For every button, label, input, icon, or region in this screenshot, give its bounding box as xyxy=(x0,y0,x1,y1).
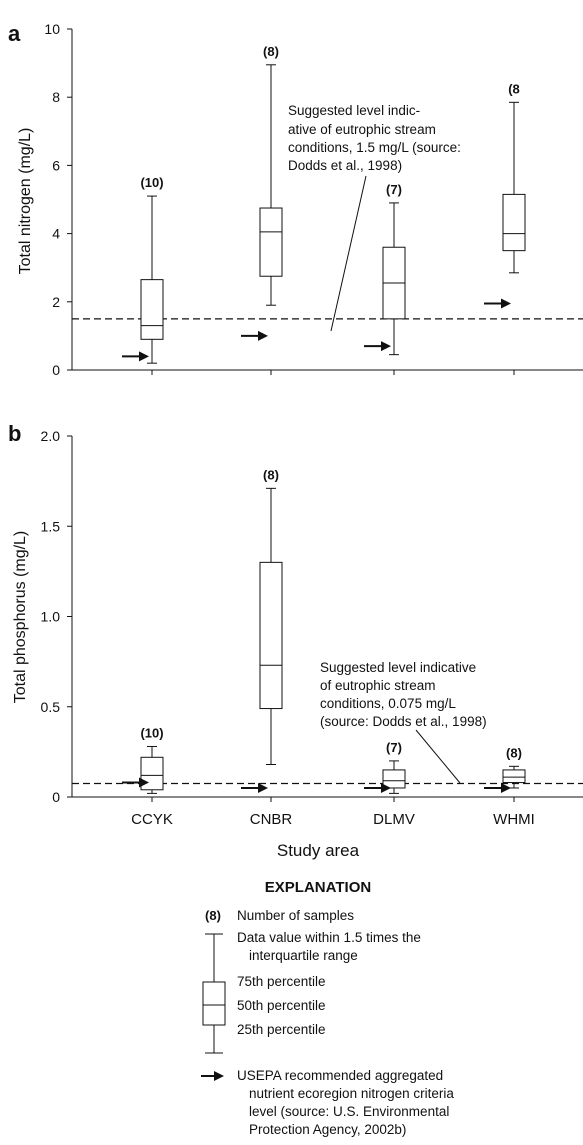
explanation-usepa-text: level (source: U.S. Environmental xyxy=(249,1104,449,1119)
usepa-arrow-head xyxy=(501,298,511,309)
explanation-arrow-icon xyxy=(201,1071,224,1081)
panel-letter-b: b xyxy=(8,421,21,446)
usepa-arrow-head xyxy=(381,782,391,793)
panel-b-annotation-line: of eutrophic stream xyxy=(320,678,436,693)
sample-count-label: (7) xyxy=(386,182,402,197)
boxplot-dlmv: (7) xyxy=(364,182,406,356)
sample-count-label: (7) xyxy=(386,740,402,755)
usepa-arrow-head xyxy=(139,777,149,788)
panel-a-y-tick-label: 6 xyxy=(52,157,60,173)
usepa-arrow xyxy=(122,777,149,788)
sample-count-label: (8) xyxy=(263,44,279,59)
explanation-p75: 75th percentile xyxy=(237,974,326,989)
panel-a-annotation-line: ative of eutrophic stream xyxy=(288,122,436,137)
interquartile-box xyxy=(382,769,406,789)
interquartile-box xyxy=(259,561,283,710)
panel-b-y-tick-label: 1.0 xyxy=(41,609,61,625)
panel-b-y-tick-label: 1.5 xyxy=(41,518,61,534)
panel-b-annotation-leader xyxy=(415,729,461,784)
boxplot-ccyk: (10) xyxy=(122,175,164,364)
panel-b-y-axis-title: Total phosphorus (mg/L) xyxy=(12,531,29,704)
panel-letter-a: a xyxy=(8,21,21,46)
boxplot-whmi: (8) xyxy=(484,745,526,793)
interquartile-box xyxy=(502,769,526,784)
panel-b-y-tick-label: 2.0 xyxy=(41,428,61,444)
explanation-legend: EXPLANATION (8) Number of samples Data v… xyxy=(201,879,454,1137)
usepa-arrow-head xyxy=(258,330,268,341)
interquartile-box xyxy=(259,207,283,277)
panel-b-annotation-line: conditions, 0.075 mg/L xyxy=(320,696,456,711)
x-tick-label: DLMV xyxy=(373,811,415,828)
usepa-arrow-head xyxy=(381,341,391,352)
explanation-n-sample-label: (8) xyxy=(205,908,221,923)
interquartile-box xyxy=(140,279,164,340)
panel-a-y-tick-label: 0 xyxy=(52,362,60,378)
explanation-usepa-text: USEPA recommended aggregated xyxy=(237,1068,443,1083)
panel-a-annotation-line: Dodds et al., 1998) xyxy=(288,158,402,173)
panel-a-annotation-line: conditions, 1.5 mg/L (source: xyxy=(288,140,461,155)
sample-count-label: (8 xyxy=(508,81,520,96)
explanation-boxplot-icon xyxy=(202,933,226,1054)
panel-a-y-tick-label: 10 xyxy=(44,21,60,37)
usepa-arrow xyxy=(241,782,268,793)
usepa-arrow-head xyxy=(501,782,511,793)
explanation-p50: 50th percentile xyxy=(237,998,326,1013)
panel-a-annotation-line: Suggested level indic- xyxy=(288,103,420,118)
panel-b-annotation-line: (source: Dodds et al., 1998) xyxy=(320,714,487,729)
x-tick-label: CNBR xyxy=(250,811,293,828)
panel-a-annotation-leader xyxy=(330,175,367,332)
sample-count-label: (10) xyxy=(140,175,163,190)
panel-b-y-tick-label: 0 xyxy=(52,789,60,805)
panel-a-y-axis-title: Total nitrogen (mg/L) xyxy=(17,128,34,275)
sample-count-label: (10) xyxy=(140,725,163,740)
boxplot-cnbr: (8) xyxy=(241,44,283,341)
boxplot-cnbr: (8) xyxy=(241,467,283,793)
usepa-arrow-head xyxy=(258,782,268,793)
explanation-whisker-text: Data value within 1.5 times the xyxy=(237,930,421,945)
x-tick-label: CCYK xyxy=(131,811,173,828)
interquartile-box xyxy=(502,193,526,252)
sample-count-label: (8) xyxy=(263,467,279,482)
explanation-usepa-text: Protection Agency, 2002b) xyxy=(249,1122,406,1137)
sample-count-label: (8) xyxy=(506,745,522,760)
panel-b-y-tick-label: 0.5 xyxy=(41,699,61,715)
usepa-arrow xyxy=(364,782,391,793)
explanation-number-of-samples: Number of samples xyxy=(237,908,354,923)
explanation-whisker-text: interquartile range xyxy=(249,948,358,963)
boxplot-dlmv: (7) xyxy=(364,740,406,794)
panel-a: 0 2 4 6 8 10 Total nitrogen (mg/L) (10) (8) (7)… xyxy=(17,21,583,378)
usepa-arrow xyxy=(364,341,391,352)
boxplot-ccyk: (10) xyxy=(122,725,164,794)
panel-a-annotation: Suggested level indic- ative of eutrophi… xyxy=(288,103,461,332)
x-tick-label: WHMI xyxy=(493,811,535,828)
panel-a-y-tick-label: 8 xyxy=(52,89,60,105)
panel-b-annotation-line: Suggested level indicative xyxy=(320,660,476,675)
boxplot-whmi: (8 xyxy=(484,81,526,309)
panel-b-annotation: Suggested level indicative of eutrophic … xyxy=(320,660,487,784)
panel-a-y-tick-label: 4 xyxy=(52,226,60,242)
x-axis-title: Study area xyxy=(277,841,360,860)
explanation-usepa-text: nutrient ecoregion nitrogen criteria xyxy=(249,1086,454,1101)
usepa-arrow xyxy=(241,330,268,341)
usepa-arrow xyxy=(484,298,511,309)
usepa-arrow xyxy=(122,351,149,362)
usepa-arrow-head xyxy=(139,351,149,362)
panel-a-y-tick-label: 2 xyxy=(52,294,60,310)
explanation-p25: 25th percentile xyxy=(237,1022,326,1037)
usepa-arrow xyxy=(484,782,511,793)
explanation-title: EXPLANATION xyxy=(265,879,371,896)
panel-b: 0 0.5 1.0 1.5 2.0 Total phosphorus (mg/L) CC… xyxy=(12,428,583,860)
